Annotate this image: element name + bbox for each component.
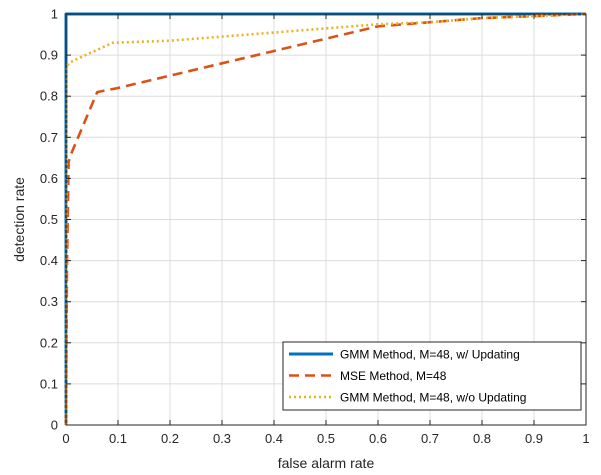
- series-line-3: [64, 12, 587, 426]
- y-tick-label: 0: [51, 418, 58, 433]
- legend-label-3: GMM Method, M=48, w/o Updating: [340, 391, 526, 405]
- y-tick-label: 0.1: [40, 376, 58, 391]
- y-tick-label: 1: [51, 7, 58, 22]
- y-tick-label: 0.5: [40, 212, 58, 227]
- y-tick-label: 0.7: [40, 130, 58, 145]
- y-tick-label: 0.2: [40, 335, 58, 350]
- axes-layer: [65, 13, 587, 426]
- x-tick-label: 0.7: [421, 431, 439, 446]
- series-line-2: [64, 12, 587, 426]
- x-tick-label: 0.2: [161, 431, 179, 446]
- x-tick-label: 0.3: [213, 431, 231, 446]
- y-axis-label: detection rate: [11, 177, 27, 262]
- legend-label-2: MSE Method, M=48: [340, 369, 447, 383]
- x-tick-label: 0.4: [265, 431, 283, 446]
- y-tick-label: 0.8: [40, 89, 58, 104]
- tick-labels: 0 0.1 0.2 0.3 0.4 0.5 0.6 0.7 0.8 0.9 1 0 0.1 0.2 0.3 0…: [40, 7, 590, 447]
- x-tick-label: 0.5: [317, 431, 335, 446]
- x-tick-label: 0.6: [369, 431, 387, 446]
- x-tick-label: 0.8: [473, 431, 491, 446]
- x-tick-label: 0: [62, 431, 69, 446]
- y-tick-label: 0.3: [40, 294, 58, 309]
- y-tick-label: 0.9: [40, 48, 58, 63]
- legend-label-1: GMM Method, M=48, w/ Updating: [340, 348, 520, 362]
- plot-frame: [65, 13, 587, 426]
- y-tick-label: 0.4: [40, 253, 58, 268]
- legend: GMM Method, M=48, w/ Updating MSE Method,…: [282, 341, 582, 411]
- x-tick-label: 0.9: [525, 431, 543, 446]
- x-tick-label: 0.1: [109, 431, 127, 446]
- x-axis-label: false alarm rate: [278, 455, 375, 471]
- x-tick-label: 1: [582, 431, 589, 446]
- y-tick-label: 0.6: [40, 171, 58, 186]
